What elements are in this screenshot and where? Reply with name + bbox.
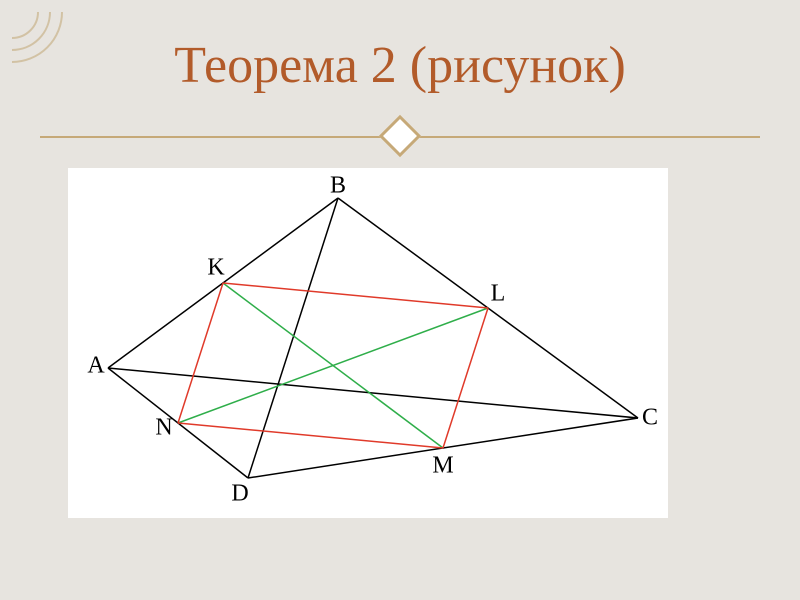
edge-M-N [178,423,443,448]
divider-line-right [416,136,760,138]
figure-box: A B C D K L M N [68,168,668,518]
edge-K-L [223,283,488,308]
divider-ornament [379,115,421,157]
edge-L-M [443,308,488,448]
edge-B-D [248,198,338,478]
point-label-L: L [491,281,506,308]
point-label-C: C [642,405,658,432]
point-label-N: N [155,415,172,442]
point-label-D: D [231,481,248,508]
divider-line-left [40,136,384,138]
point-label-K: K [207,255,224,282]
point-label-B: B [330,173,346,200]
edge-N-L [178,308,488,423]
point-label-M: M [432,453,453,480]
point-label-A: A [87,353,104,380]
geometry-diagram [68,168,668,518]
page-title: Теорема 2 (рисунок) [0,36,800,95]
edge-N-K [178,283,223,423]
slide: Теорема 2 (рисунок) A B C D K L M N [0,0,800,600]
